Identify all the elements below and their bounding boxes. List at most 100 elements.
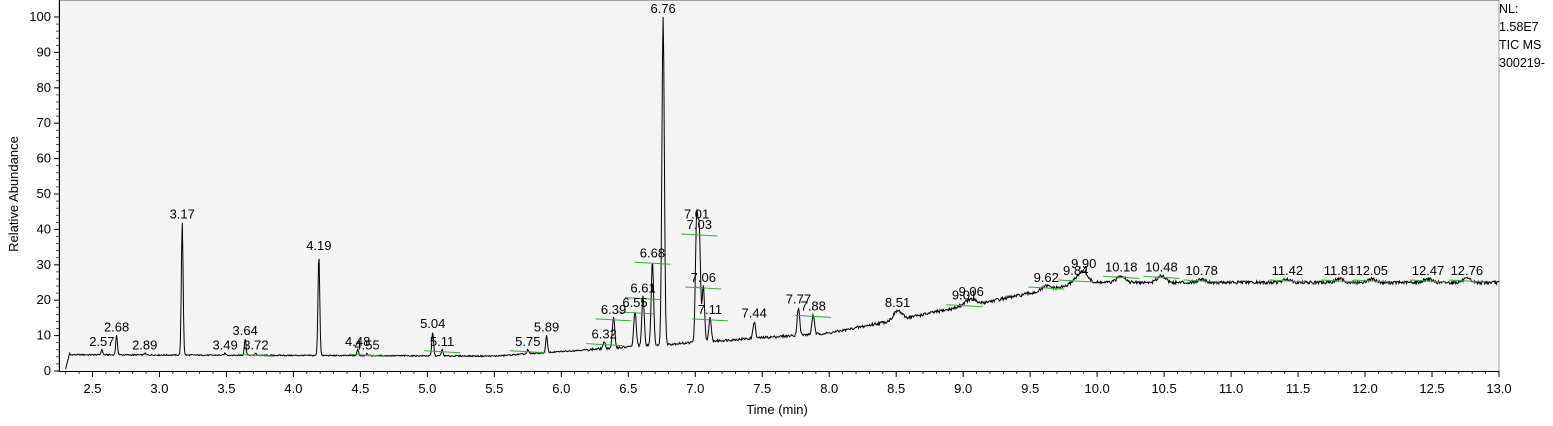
y-axis-label: Relative Abundance	[6, 136, 21, 252]
peak-label: 10.78	[1185, 263, 1218, 278]
peak-label: 9.84	[1063, 263, 1088, 278]
tic-trace	[65, 16, 1500, 370]
label-connector	[586, 343, 623, 347]
label-connector	[795, 314, 832, 318]
plot-frame	[58, 0, 1500, 372]
x-tick-label: 6.5	[619, 381, 637, 396]
label-connectors	[237, 233, 1485, 357]
label-connector	[237, 353, 274, 357]
x-tick-label: 5.5	[485, 381, 503, 396]
label-connector	[1028, 286, 1065, 290]
x-tick-label: 10.5	[1151, 381, 1176, 396]
peak-label: 2.68	[104, 320, 129, 335]
label-connector	[1143, 275, 1180, 279]
x-tick-label: 8.0	[820, 381, 838, 396]
label-connector	[691, 318, 729, 322]
label-connector	[424, 350, 461, 354]
peak-label: 7.03	[687, 217, 712, 232]
peak-label: 6.55	[622, 295, 647, 310]
peak-label: 9.62	[1034, 270, 1059, 285]
y-tick-label: 40	[37, 221, 51, 236]
x-tick-label: 3.5	[217, 381, 235, 396]
trace-info-panel: NL: 1.58E7 TIC MS 300219-	[1499, 0, 1545, 72]
peak-label: 4.55	[354, 337, 379, 352]
peak-label: 6.39	[601, 302, 626, 317]
peak-label: 7.44	[742, 305, 767, 320]
x-tick-label: 10.0	[1084, 381, 1109, 396]
label-connector	[625, 297, 662, 301]
label-connector	[616, 311, 654, 315]
x-tick-label: 2.5	[83, 381, 101, 396]
x-axis-label: Time (min)	[746, 402, 808, 417]
peak-label: 6.61	[630, 281, 655, 296]
file-name: 300219-	[1499, 56, 1545, 70]
x-tick-label: 9.5	[1021, 381, 1039, 396]
peak-label: 7.06	[691, 270, 716, 285]
x-tick-label: 7.5	[753, 381, 771, 396]
label-connector	[1269, 279, 1306, 283]
y-axis-ticks: 0 10 20 30 40 50 60 70 80 90 100	[29, 9, 59, 378]
y-tick-label: 0	[44, 363, 51, 378]
peak-label: 7.77	[786, 291, 811, 306]
label-connector	[1103, 275, 1140, 279]
peak-label: 8.51	[885, 295, 910, 310]
nl-value: 1.58E7	[1499, 20, 1539, 34]
y-tick-label: 10	[37, 328, 51, 343]
x-tick-label: 3.0	[150, 381, 168, 396]
x-tick-label: 7.0	[686, 381, 704, 396]
label-connector	[685, 286, 722, 290]
y-tick-label: 60	[37, 151, 51, 166]
x-tick-label: 9.0	[954, 381, 972, 396]
label-connector	[1409, 279, 1447, 283]
x-tick-label: 11.0	[1219, 381, 1243, 396]
x-tick-label: 4.5	[351, 381, 369, 396]
peak-label: 2.57	[89, 334, 114, 349]
peak-label: 6.76	[650, 1, 675, 16]
peak-label: 7.88	[801, 298, 826, 313]
peak-label: 6.32	[592, 327, 617, 342]
peak-label: 3.64	[233, 323, 258, 338]
label-connector	[595, 318, 632, 322]
peak-label: 12.76	[1451, 263, 1484, 278]
x-axis-ticks: 2.5 3.0 3.5 4.0 4.5 5.0 5.5 6.0 6.5 7.0 7.5 8.0 8.5 9…	[65, 371, 1512, 396]
x-tick-label: 4.0	[284, 381, 302, 396]
y-tick-label: 20	[37, 292, 51, 307]
peak-labels: 2.572.682.89 3.17 3.493.643.72 4.19 4.484.55…	[89, 1, 1483, 352]
peak-label: 3.17	[170, 206, 195, 221]
peak-label: 3.72	[243, 337, 268, 352]
x-tick-label: 13.0	[1486, 381, 1511, 396]
peak-label: 5.04	[420, 316, 445, 331]
peak-label: 2.89	[132, 337, 157, 352]
y-tick-label: 50	[37, 186, 51, 201]
label-connector	[946, 304, 983, 308]
y-tick-label: 80	[37, 80, 51, 95]
peak-label: 12.05	[1355, 263, 1388, 278]
peak-label: 3.49	[212, 337, 237, 352]
peak-label: 7.11	[698, 302, 722, 317]
y-tick-label: 70	[37, 115, 51, 130]
peak-label: 11.81	[1324, 263, 1356, 278]
label-connector	[1183, 279, 1220, 283]
nl-label: NL:	[1499, 2, 1519, 16]
label-connector	[634, 261, 671, 265]
y-tick-label: 30	[37, 257, 51, 272]
peak-label: 9.90	[1071, 256, 1096, 271]
peak-label: 5.89	[534, 320, 559, 335]
peak-label: 12.47	[1412, 263, 1445, 278]
x-tick-label: 5.0	[418, 381, 436, 396]
x-tick-label: 6.0	[552, 381, 570, 396]
peak-label: 4.48	[345, 334, 370, 349]
label-connector	[1448, 279, 1485, 283]
x-tick-label: 12.0	[1352, 381, 1377, 396]
peak-label: 5.11	[430, 334, 454, 349]
y-tick-label: 100	[29, 9, 51, 24]
trace-type: TIC MS	[1499, 38, 1542, 52]
peak-label: 5.75	[515, 334, 540, 349]
x-tick-label: 12.5	[1419, 381, 1444, 396]
label-connector	[1353, 279, 1390, 283]
label-connector	[349, 353, 386, 357]
y-tick-label: 90	[37, 44, 51, 59]
label-connector	[1321, 279, 1358, 283]
peak-label: 9.01	[952, 288, 977, 303]
